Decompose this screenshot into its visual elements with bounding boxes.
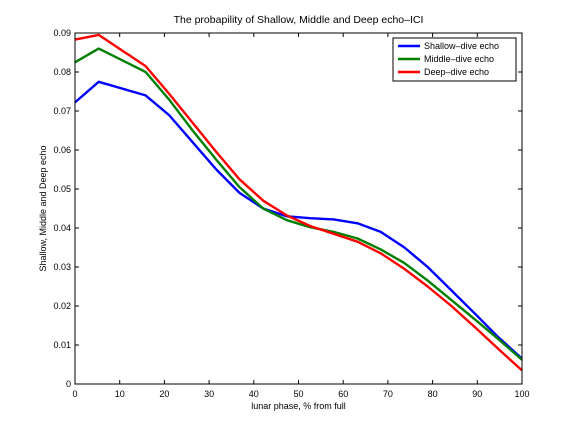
x-tick-label: 80 — [428, 389, 438, 399]
y-tick-label: 0.01 — [53, 340, 71, 350]
x-tick-label: 70 — [383, 389, 393, 399]
series-line-3 — [74, 33, 523, 372]
x-tick-label: 20 — [159, 389, 169, 399]
x-tick-label: 40 — [249, 389, 259, 399]
y-tick-label: 0.02 — [53, 301, 71, 311]
y-tick-label: 0.04 — [53, 223, 71, 233]
legend-label: Middle–dive echo — [424, 54, 494, 64]
chart-title: The probapility of Shallow, Middle and D… — [174, 14, 424, 26]
legend-label: Shallow–dive echo — [424, 41, 499, 51]
x-tick-label: 10 — [115, 389, 125, 399]
y-tick-label: 0 — [66, 379, 71, 389]
x-tick-label: 30 — [204, 389, 214, 399]
series-line-1 — [74, 80, 523, 360]
y-tick-label: 0.03 — [53, 262, 71, 272]
y-axis-label: Shallow, Middle and Deep echo — [38, 145, 48, 271]
x-axis-label: lunar phase, % from full — [251, 401, 346, 411]
x-tick-label: 50 — [293, 389, 303, 399]
y-axis: 0 0.01 0.02 0.03 0.04 0.05 0.06 0.07 0.08 0.09 — [53, 28, 522, 389]
y-tick-label: 0.07 — [53, 106, 71, 116]
x-tick-label: 90 — [472, 389, 482, 399]
x-tick-label: 0 — [72, 389, 77, 399]
plot-area — [75, 33, 522, 384]
series-layer — [74, 33, 523, 372]
y-tick-label: 0.06 — [53, 145, 71, 155]
y-tick-label: 0.09 — [53, 28, 71, 38]
x-axis: 0 10 20 30 40 50 60 70 80 90 100 — [72, 33, 530, 399]
legend: Shallow–dive echo Middle–dive echo Deep–di… — [392, 37, 517, 82]
x-tick-label: 60 — [338, 389, 348, 399]
y-tick-label: 0.08 — [53, 67, 71, 77]
x-tick-label: 100 — [514, 389, 529, 399]
y-tick-label: 0.05 — [53, 184, 71, 194]
legend-label: Deep–dive echo — [424, 67, 489, 77]
